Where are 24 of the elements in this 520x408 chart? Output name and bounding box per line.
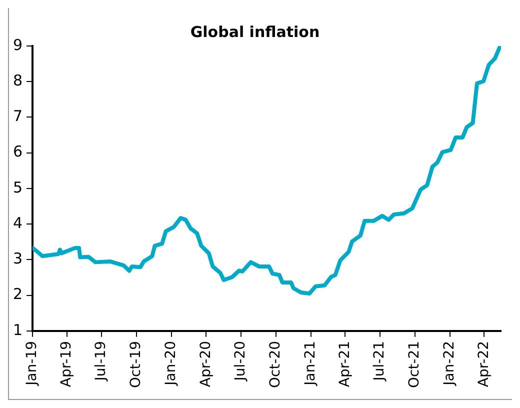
x-tick-label: Oct-20 — [268, 340, 284, 388]
y-tick-label: 9 — [12, 36, 23, 54]
x-tick-label: Oct-19 — [128, 340, 144, 388]
y-tick-label: 8 — [12, 72, 23, 90]
x-tick-label: Jul-21 — [372, 340, 388, 382]
x-tick-label: Oct-21 — [406, 340, 423, 388]
x-tick-label: Jan-21 — [302, 340, 319, 386]
x-tick-label: Jan-19 — [24, 340, 40, 386]
y-tick-label: 2 — [12, 285, 23, 304]
x-tick-label: Jul-19 — [93, 340, 110, 382]
x-tick-label: Apr-22 — [476, 340, 492, 388]
y-tick-label: 5 — [12, 178, 23, 196]
y-tick-label: 1 — [12, 320, 23, 339]
x-tick-label: Jul-20 — [232, 340, 249, 382]
x-tick-label: Apr-19 — [58, 340, 74, 388]
x-tick-label: Apr-21 — [336, 340, 353, 388]
y-tick-label: 6 — [12, 142, 23, 161]
y-tick-label: 7 — [12, 107, 23, 126]
x-tick-label: Apr-20 — [198, 340, 214, 388]
x-tick-label: Jan-22 — [442, 340, 458, 386]
y-tick-label: 3 — [12, 250, 23, 268]
y-tick-label: 4 — [12, 214, 23, 232]
x-tick-label: Jan-20 — [163, 340, 180, 386]
chart-title: Global inflation — [190, 22, 320, 41]
